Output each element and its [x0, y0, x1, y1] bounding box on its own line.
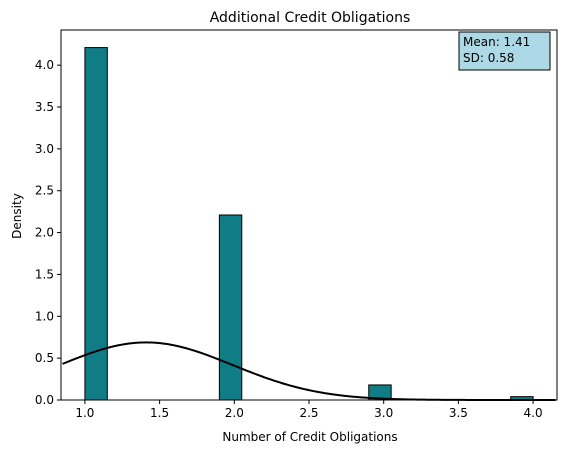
y-tick-label: 2.0 — [35, 226, 54, 240]
histogram-bar — [218, 214, 243, 401]
bars-layer — [84, 47, 534, 401]
y-tick-label: 0.5 — [35, 351, 54, 365]
plot-frame — [60, 29, 558, 401]
y-tick-label: 2.5 — [35, 184, 54, 198]
x-tick-label: 4.0 — [524, 406, 543, 420]
y-tick-label: 4.0 — [35, 58, 54, 72]
x-tick-label: 1.5 — [150, 406, 169, 420]
y-axis-ticks: 0.0 0.5 1.0 1.5 2.0 2.5 3.0 3.5 4.0 — [35, 58, 61, 407]
x-tick-label: 3.5 — [449, 406, 468, 420]
stats-mean-text: Mean: 1.41 — [463, 35, 530, 49]
y-axis-label: Density — [10, 193, 24, 239]
y-tick-label: 3.0 — [35, 142, 54, 156]
x-tick-label: 3.0 — [374, 406, 393, 420]
x-tick-label: 1.0 — [75, 406, 94, 420]
y-tick-label: 0.0 — [35, 393, 54, 407]
stats-box-background — [458, 31, 551, 71]
x-axis-ticks: 1.0 1.5 2.0 2.5 3.0 3.5 4.0 — [75, 400, 543, 420]
x-tick-label: 2.0 — [225, 406, 244, 420]
y-tick-label: 3.5 — [35, 100, 54, 114]
stats-sd-text: SD: 0.58 — [463, 51, 514, 65]
curve-layer — [62, 341, 556, 401]
histogram-bar — [84, 47, 108, 401]
y-tick-label: 1.0 — [35, 309, 54, 323]
y-tick-label: 1.5 — [35, 267, 54, 281]
x-tick-label: 2.5 — [299, 406, 318, 420]
stats-box: Mean: 1.41 SD: 0.58 — [458, 31, 551, 71]
x-axis-label: Number of Credit Obligations — [222, 430, 397, 444]
chart-title: Additional Credit Obligations — [210, 10, 411, 26]
density-curve — [62, 341, 556, 401]
